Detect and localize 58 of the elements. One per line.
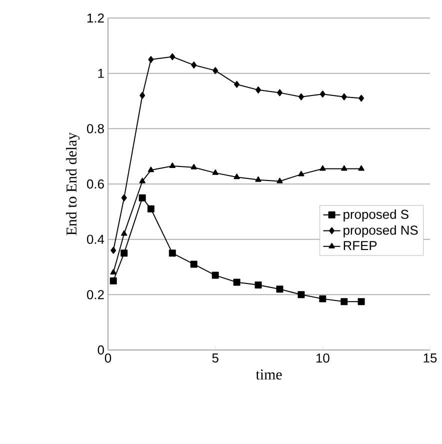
point xyxy=(110,246,116,254)
point xyxy=(319,295,326,302)
y-axis-title: End to End delay xyxy=(66,132,80,236)
point xyxy=(276,286,284,293)
x-tick-label: 5 xyxy=(212,354,218,363)
x-tick-label: 15 xyxy=(424,354,437,363)
point xyxy=(170,53,176,60)
point xyxy=(298,93,304,100)
point xyxy=(254,281,262,288)
y-tick-label: 0.2 xyxy=(86,290,104,300)
y-tick-label: 1.2 xyxy=(87,13,104,23)
x-tick-label: 0 xyxy=(104,354,112,363)
point xyxy=(298,291,305,298)
point xyxy=(139,178,146,184)
point xyxy=(191,62,197,69)
point xyxy=(121,194,127,202)
x-tick-label: 10 xyxy=(316,354,330,363)
point xyxy=(140,92,146,99)
y-tick-label: 0.6 xyxy=(86,179,104,189)
point xyxy=(168,250,176,257)
point xyxy=(110,277,117,284)
point xyxy=(320,90,326,98)
point xyxy=(148,56,154,63)
point xyxy=(120,250,128,257)
point xyxy=(212,169,218,175)
point xyxy=(298,170,304,176)
point xyxy=(234,80,240,88)
legend-label: proposed NS xyxy=(344,225,418,238)
point xyxy=(255,176,262,182)
legend-label: RFEP xyxy=(344,241,377,250)
y-tick-label: 0.8 xyxy=(86,124,104,134)
point xyxy=(340,298,348,306)
point xyxy=(320,165,326,171)
point xyxy=(276,89,282,96)
y-tick-label: 0.4 xyxy=(86,234,104,244)
point xyxy=(147,205,154,212)
y-tick-label: 1 xyxy=(98,68,104,78)
point xyxy=(341,165,348,171)
point xyxy=(190,164,197,170)
point xyxy=(121,230,128,236)
point xyxy=(358,298,365,306)
point xyxy=(358,165,364,171)
y-tick-label: 0 xyxy=(98,345,104,355)
point xyxy=(110,269,116,275)
point xyxy=(358,94,364,102)
point xyxy=(276,178,283,184)
point xyxy=(233,278,240,286)
point xyxy=(148,166,154,172)
point xyxy=(190,260,198,268)
point xyxy=(212,272,219,279)
point xyxy=(341,93,347,100)
x-axis-title: time xyxy=(256,370,282,380)
point xyxy=(169,162,176,168)
point xyxy=(138,194,146,202)
point xyxy=(234,174,240,180)
point xyxy=(256,86,262,94)
point xyxy=(212,67,218,74)
legend-label: proposed S xyxy=(344,209,408,222)
